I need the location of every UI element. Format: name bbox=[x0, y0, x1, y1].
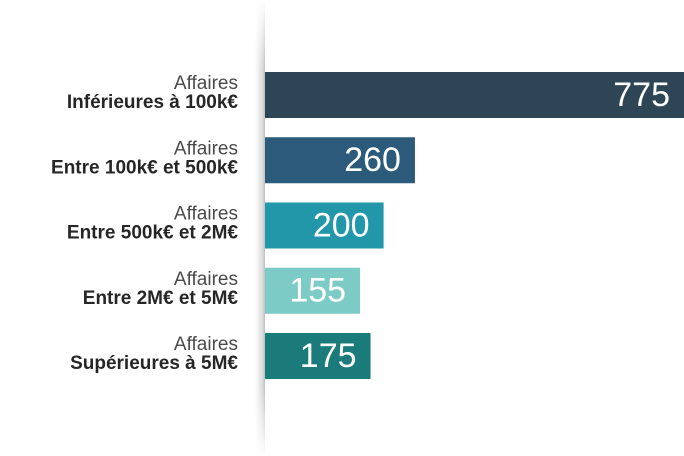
category-label-prefix: Affaires bbox=[174, 334, 238, 355]
value-label: 260 bbox=[344, 141, 401, 179]
category-label: Entre 100k€ et 500k€ bbox=[51, 157, 238, 178]
category-label: Supérieures à 5M€ bbox=[70, 353, 238, 374]
bar bbox=[265, 333, 371, 379]
category-label: Entre 500k€ et 2M€ bbox=[67, 223, 239, 244]
category-label: Inférieures à 100k€ bbox=[67, 92, 239, 113]
bar bbox=[265, 72, 684, 118]
value-label: 155 bbox=[289, 272, 346, 310]
category-label-prefix: Affaires bbox=[174, 204, 238, 225]
category-label: Entre 2M€ et 5M€ bbox=[83, 288, 239, 309]
value-label: 775 bbox=[613, 76, 670, 114]
category-label-prefix: Affaires bbox=[174, 269, 238, 290]
category-label-prefix: Affaires bbox=[174, 138, 238, 159]
category-label-prefix: Affaires bbox=[174, 73, 238, 94]
value-label: 175 bbox=[300, 337, 357, 375]
bar bbox=[265, 267, 361, 314]
bar bbox=[265, 202, 384, 249]
bar bbox=[265, 137, 415, 184]
value-label: 200 bbox=[313, 206, 370, 244]
